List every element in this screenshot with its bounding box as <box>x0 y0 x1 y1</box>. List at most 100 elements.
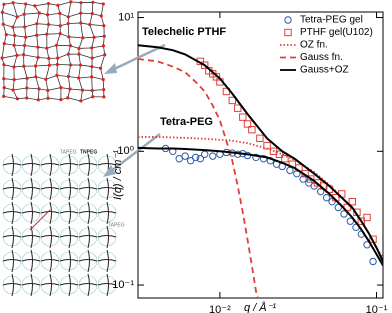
y-axis-label: I(q) / cm⁻¹ <box>112 150 124 200</box>
data-point <box>275 150 284 158</box>
mesh-strand <box>68 22 81 25</box>
legend-label: Gauss fn. <box>300 52 343 63</box>
tetra-arm <box>2 249 22 273</box>
mesh-strand <box>91 76 93 91</box>
annotation: Tetra-PEG <box>160 116 213 128</box>
mesh-strand <box>92 89 104 91</box>
highlight <box>29 209 51 231</box>
tetra-unit <box>40 251 60 271</box>
tetra-arm <box>2 201 22 225</box>
mesh-strand <box>68 64 72 77</box>
mesh-strand <box>2 11 18 18</box>
mesh-strand <box>36 12 40 24</box>
mesh-strand <box>100 54 106 69</box>
data-point <box>175 155 183 163</box>
mesh-strand <box>46 33 61 35</box>
mesh-strand <box>13 55 18 68</box>
tetra-unit <box>2 251 22 271</box>
mesh-strand <box>70 1 82 4</box>
crosslink <box>0 56 4 60</box>
mesh-strand <box>12 89 18 99</box>
y-tick-label: 10¹ <box>118 11 134 23</box>
tetra-unit <box>59 251 79 271</box>
crosslink <box>66 74 71 79</box>
crosslink <box>79 21 83 25</box>
tetra-arm <box>97 177 117 201</box>
mesh-strand <box>47 3 49 15</box>
crosslink <box>22 53 26 57</box>
tetra-arm <box>97 249 117 273</box>
crosslink <box>79 11 83 15</box>
mesh-strand <box>35 76 40 89</box>
crosslink <box>45 32 49 36</box>
mesh-strand <box>46 48 50 59</box>
mesh-strand <box>47 14 49 25</box>
crosslink <box>90 75 94 79</box>
crosslink <box>34 75 38 79</box>
mesh-strand <box>103 36 105 46</box>
crosslink <box>2 86 6 90</box>
crosslink <box>47 56 51 60</box>
mesh-strand <box>67 97 81 102</box>
crosslink <box>66 52 70 56</box>
tetra-unit <box>21 275 41 295</box>
crosslink <box>54 43 59 47</box>
mesh-strand <box>69 88 83 91</box>
mesh-strand <box>1 12 4 25</box>
fit-line <box>138 136 383 259</box>
mesh-strand <box>57 53 69 59</box>
crosslink <box>35 33 39 37</box>
data-point <box>286 166 294 175</box>
crosslink <box>46 22 51 27</box>
mesh-strand <box>89 13 93 25</box>
crosslink <box>2 94 6 98</box>
tetra-unit <box>97 251 117 271</box>
mesh-strand <box>2 54 18 59</box>
tetra-unit <box>40 155 60 175</box>
data-point <box>228 96 236 105</box>
y-tick-label: 10⁻¹ <box>112 279 134 291</box>
crosslink <box>66 15 70 19</box>
mesh-strand <box>48 3 58 6</box>
crosslink <box>23 25 27 29</box>
arrow-head <box>103 165 116 177</box>
tetra-arm <box>78 153 98 177</box>
data-point <box>357 217 366 225</box>
tetra-arm <box>59 273 79 297</box>
tetra-unit <box>40 179 60 199</box>
crosslink <box>15 97 19 101</box>
mesh-strand <box>78 47 92 49</box>
tetra-arm <box>2 273 22 297</box>
mesh-strand <box>12 79 15 91</box>
crosslink <box>102 88 106 92</box>
tetra-unit <box>21 179 41 199</box>
data-point <box>305 179 313 187</box>
tetra-unit <box>78 155 98 175</box>
crosslink <box>67 35 71 39</box>
legend-label: Tetra-PEG gel <box>300 15 363 26</box>
tetra-unit <box>21 203 41 223</box>
mesh-strand <box>56 75 62 88</box>
tetra-unit <box>97 203 117 223</box>
legend-label: OZ fn. <box>300 40 328 51</box>
schematic-label: TAPEG <box>60 149 77 155</box>
data-point <box>209 152 217 160</box>
tetra-unit <box>78 203 98 223</box>
crosslink <box>101 77 105 82</box>
crosslink <box>22 43 27 48</box>
tetra-arm <box>40 273 60 297</box>
tetra-unit <box>2 275 22 295</box>
crosslink <box>102 24 106 28</box>
mesh-strand <box>36 23 49 25</box>
tetra-arm <box>78 177 98 201</box>
mesh-strand <box>3 23 14 28</box>
mesh-strand <box>78 77 83 91</box>
mesh-strand <box>92 54 105 59</box>
crosslink <box>79 1 83 5</box>
mesh-strand <box>3 95 18 100</box>
crosslink <box>24 35 28 39</box>
mesh-strand <box>3 78 15 81</box>
crosslink <box>101 44 106 48</box>
plot-area <box>138 44 383 298</box>
crosslink <box>13 33 17 38</box>
